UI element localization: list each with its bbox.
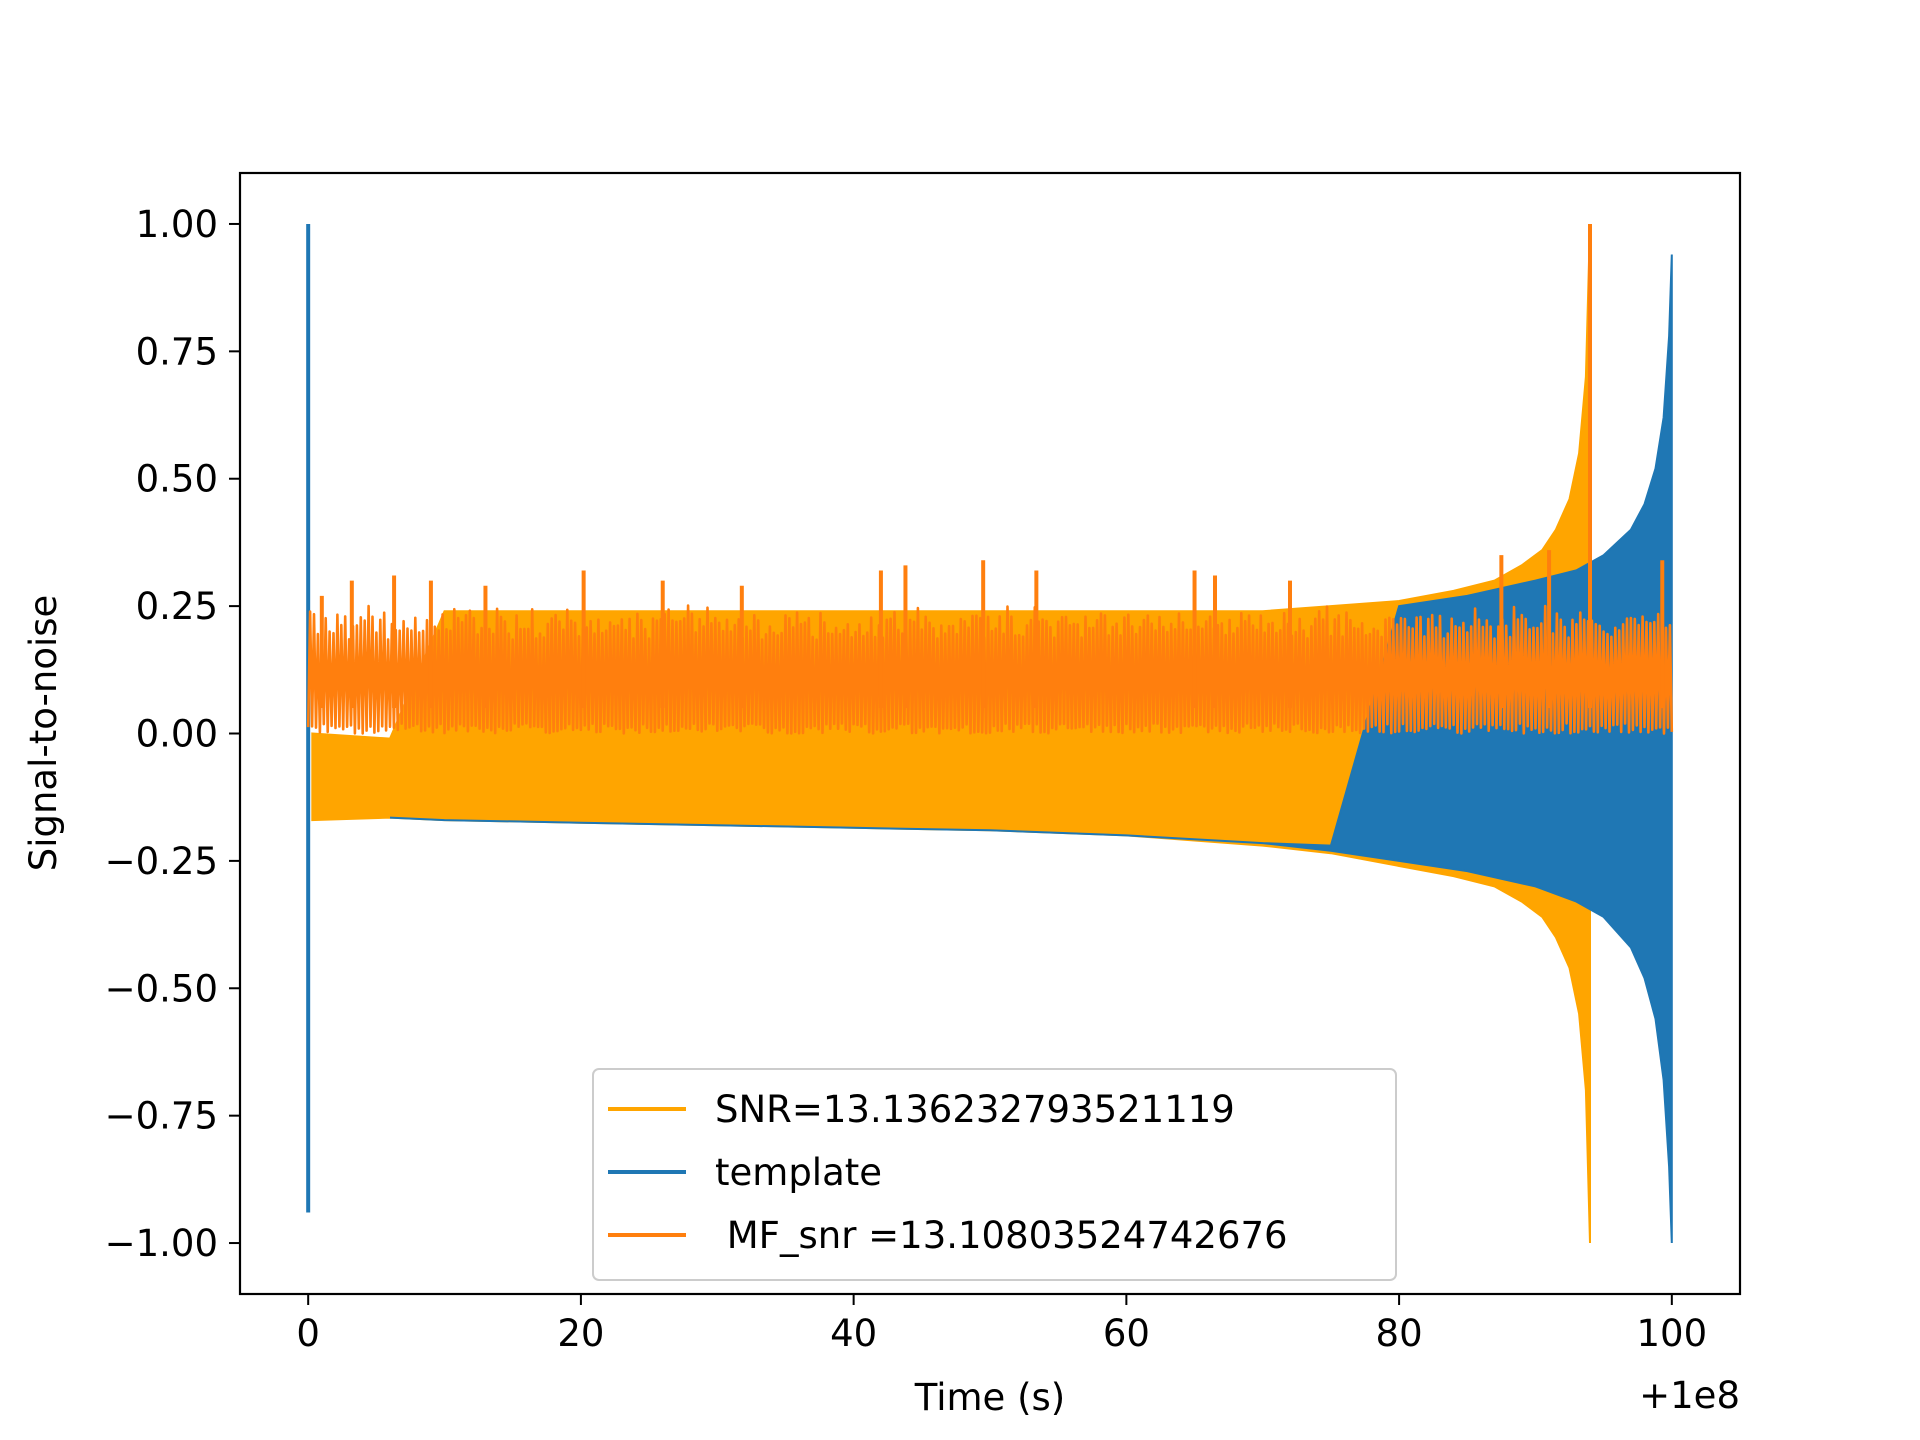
y-axis-label: Signal-to-noise <box>22 595 65 872</box>
y-tick-label-4: 0.00 <box>136 713 218 756</box>
series-1-envelope <box>389 254 1673 1244</box>
x-tick-label-0: 0 <box>296 1312 320 1355</box>
y-tick-label-2: −0.50 <box>105 967 218 1010</box>
y-tick-label-8: 1.00 <box>136 203 218 246</box>
x-axis-offset-label: +1e8 <box>1639 1374 1740 1417</box>
x-tick-label-1: 20 <box>557 1312 604 1355</box>
x-tick-label-5: 100 <box>1637 1312 1708 1355</box>
y-tick-label-3: −0.25 <box>105 840 218 883</box>
x-tick-label-2: 40 <box>830 1312 877 1355</box>
legend-box <box>592 1068 1397 1281</box>
series-2-trace <box>306 604 1674 735</box>
legend-label-2: MF_snr =13.10803524742676 <box>715 1214 1288 1257</box>
y-tick-label-7: 0.75 <box>136 330 218 373</box>
series-layer <box>306 223 1674 1244</box>
y-tick-label-0: −1.00 <box>105 1222 218 1265</box>
legend: SNR=13.136232793521119 template MF_snr =1… <box>592 1068 1397 1281</box>
y-tick-label-5: 0.25 <box>136 585 218 628</box>
series-2-mf-snr-13-10803524742676 <box>306 223 1674 735</box>
x-axis-label: Time (s) <box>914 1376 1065 1419</box>
legend-label-1: template <box>715 1151 882 1194</box>
x-axis: 0 20 40 60 80 100 <box>296 1294 1707 1355</box>
x-tick-label-4: 80 <box>1376 1312 1423 1355</box>
y-tick-label-1: −0.75 <box>105 1095 218 1138</box>
y-tick-label-6: 0.50 <box>136 458 218 501</box>
y-axis: −1.00 −0.75 −0.50 −0.25 0.00 0.25 0.50 0.75 1.00 <box>105 203 240 1265</box>
x-tick-label-3: 60 <box>1103 1312 1150 1355</box>
legend-label-0: SNR=13.136232793521119 <box>715 1088 1235 1131</box>
